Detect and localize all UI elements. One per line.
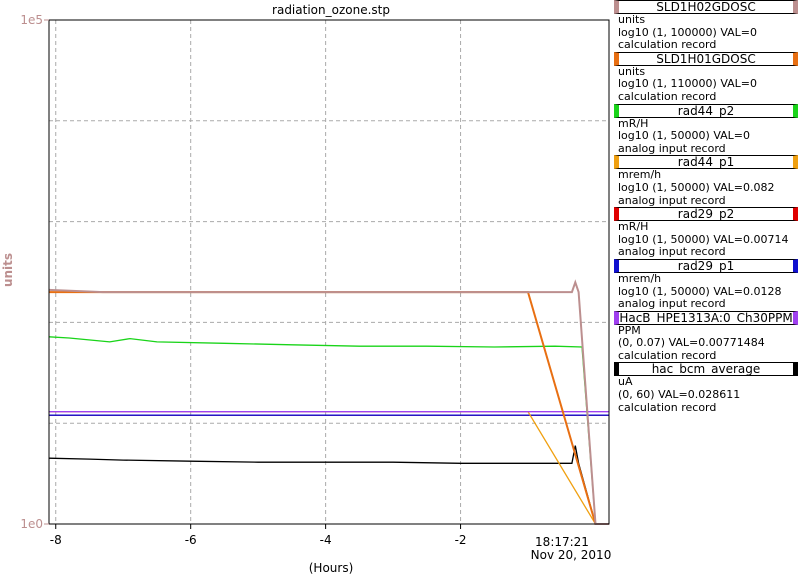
legend-units: uA bbox=[618, 375, 633, 389]
legend-units: mrem/h bbox=[618, 271, 662, 285]
legend-rtype: analog input record bbox=[618, 141, 726, 155]
legend-range: (0, 0.07) VAL=0.00771484 bbox=[618, 336, 765, 350]
chart-title: radiation_ozone.stp bbox=[272, 3, 390, 17]
x-tick-label: -4 bbox=[320, 533, 332, 547]
legend-series-name[interactable]: rad44_p2 bbox=[614, 103, 798, 118]
legend-series-name[interactable]: rad29_p1 bbox=[614, 258, 798, 273]
legend-item[interactable]: rad44_p1 mrem/h log10 (1, 50000) VAL=0.082… bbox=[614, 155, 800, 207]
legend-item[interactable]: rad44_p2 mR/H log10 (1, 50000) VAL=0 analog… bbox=[614, 103, 800, 156]
legend-range: log10 (1, 50000) VAL=0 bbox=[618, 129, 751, 143]
legend-range: log10 (1, 50000) VAL=0.082 bbox=[618, 180, 775, 194]
legend-series-name[interactable]: hac_bcm_average bbox=[614, 362, 798, 377]
legend-rtype: analog input record bbox=[618, 297, 726, 311]
x-tick-label: -6 bbox=[185, 533, 197, 547]
legend-units: mR/H bbox=[618, 220, 649, 234]
legend-range: log10 (1, 110000) VAL=0 bbox=[618, 77, 758, 91]
series-line-3 bbox=[49, 411, 609, 525]
x-tick-label: -8 bbox=[50, 533, 62, 547]
legend-units: units bbox=[618, 64, 646, 78]
legend-series-name[interactable]: HacB_HPE1313A:0_Ch30PPM bbox=[614, 310, 798, 325]
legend-rtype: analog input record bbox=[618, 193, 726, 207]
legend-series-name[interactable]: SLD1H02GDOSC bbox=[614, 0, 798, 14]
timestamp-date: Nov 20, 2010 bbox=[531, 548, 612, 562]
legend-range: log10 (1, 100000) VAL=0 bbox=[618, 25, 758, 39]
legend-range: log10 (1, 50000) VAL=0.00714 bbox=[618, 232, 789, 246]
legend-units: mR/H bbox=[618, 116, 649, 130]
legend-item[interactable]: rad29_p1 mrem/h log10 (1, 50000) VAL=0.012… bbox=[614, 258, 800, 311]
series-line-7 bbox=[48, 445, 609, 525]
legend-rtype: calculation record bbox=[618, 348, 717, 362]
timestamp-time: 18:17:21 bbox=[535, 535, 589, 549]
legend-series-name[interactable]: rad44_p1 bbox=[614, 155, 798, 170]
legend-item[interactable]: SLD1H02GDOSC units log10 (1, 100000) VAL=0… bbox=[614, 0, 800, 52]
legend-rtype: calculation record bbox=[618, 89, 717, 103]
series-line-2 bbox=[48, 336, 609, 525]
legend-range: (0, 60) VAL=0.028611 bbox=[618, 388, 741, 402]
series-line-1 bbox=[49, 291, 609, 525]
legend-item[interactable]: hac_bcm_average uA (0, 60) VAL=0.028611 cal… bbox=[614, 362, 800, 414]
legend-units: mrem/h bbox=[618, 168, 662, 182]
legend-rtype: analog input record bbox=[618, 245, 726, 259]
legend-item[interactable]: rad29_p2 mR/H log10 (1, 50000) VAL=0.00714… bbox=[614, 207, 800, 259]
legend-rtype: calculation record bbox=[618, 400, 717, 414]
legend-units: units bbox=[618, 13, 646, 26]
legend-range: log10 (1, 50000) VAL=0.0128 bbox=[618, 284, 782, 298]
y-tick-label: 1e5 bbox=[20, 13, 43, 27]
legend-item[interactable]: SLD1H01GDOSC units log10 (1, 110000) VAL=0… bbox=[614, 51, 800, 104]
x-tick-label: -2 bbox=[455, 533, 467, 547]
x-axis-label: (Hours) bbox=[309, 561, 354, 575]
axis-ticks: -8 -6 -4 -2 1e5 1e0 bbox=[20, 13, 466, 547]
legend-units: PPM bbox=[618, 323, 641, 337]
series-lines bbox=[48, 279, 609, 525]
series-line-0 bbox=[48, 279, 609, 525]
plot-frame bbox=[48, 19, 610, 525]
y-tick-label: 1e0 bbox=[20, 517, 43, 531]
legend-item[interactable]: HacB_HPE1313A:0_Ch30PPM PPM (0, 0.07) VAL=… bbox=[614, 310, 800, 363]
legend-rtype: calculation record bbox=[618, 38, 717, 52]
legend: SLD1H02GDOSC units log10 (1, 100000) VAL=0… bbox=[614, 0, 800, 414]
legend-series-name[interactable]: rad29_p2 bbox=[614, 207, 798, 222]
grid bbox=[49, 20, 609, 524]
y-axis-label: units bbox=[1, 253, 15, 287]
legend-series-name[interactable]: SLD1H01GDOSC bbox=[614, 51, 798, 66]
